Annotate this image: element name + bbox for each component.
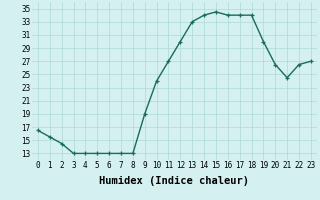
X-axis label: Humidex (Indice chaleur): Humidex (Indice chaleur) (100, 176, 249, 186)
